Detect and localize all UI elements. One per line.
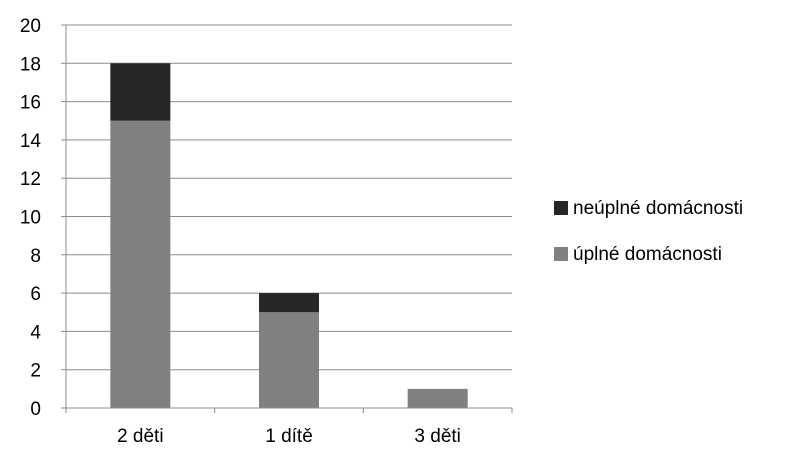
bar-uplne-1 <box>259 312 319 408</box>
legend: neúplné domácnosti úplné domácnosti <box>554 198 743 265</box>
x-tick-label-2: 3 děti <box>414 426 460 447</box>
y-tick-label-5: 10 <box>20 208 41 229</box>
y-tick-label-7: 14 <box>20 131 42 152</box>
y-tick-label-8: 16 <box>20 93 41 114</box>
tick-labels: 0 2 4 6 8 10 12 14 16 18 20 2 děti 1 dítě 3 děti <box>20 16 461 447</box>
y-tick-label-4: 8 <box>30 246 41 267</box>
legend-label-0: neúplné domácnosti <box>573 198 743 219</box>
y-tick-label-1: 2 <box>30 361 41 382</box>
legend-swatch-1 <box>554 247 568 261</box>
y-tick-label-3: 6 <box>30 284 41 305</box>
y-tick-label-2: 4 <box>30 322 41 343</box>
legend-label-1: úplné domácnosti <box>573 244 722 265</box>
x-tick-label-1: 1 dítě <box>265 426 313 447</box>
y-tick-label-0: 0 <box>30 399 41 420</box>
bars <box>110 63 468 408</box>
y-tick-label-9: 18 <box>20 54 41 75</box>
bar-neuplne-1 <box>259 293 319 313</box>
y-tick-label-10: 20 <box>20 16 41 37</box>
y-tick-label-6: 12 <box>20 169 41 190</box>
x-tick-label-0: 2 děti <box>117 426 163 447</box>
bar-uplne-2 <box>407 388 468 408</box>
bar-neuplne-0 <box>110 63 171 121</box>
axes <box>61 24 513 413</box>
legend-swatch-0 <box>554 201 568 215</box>
bar-uplne-0 <box>110 120 171 408</box>
